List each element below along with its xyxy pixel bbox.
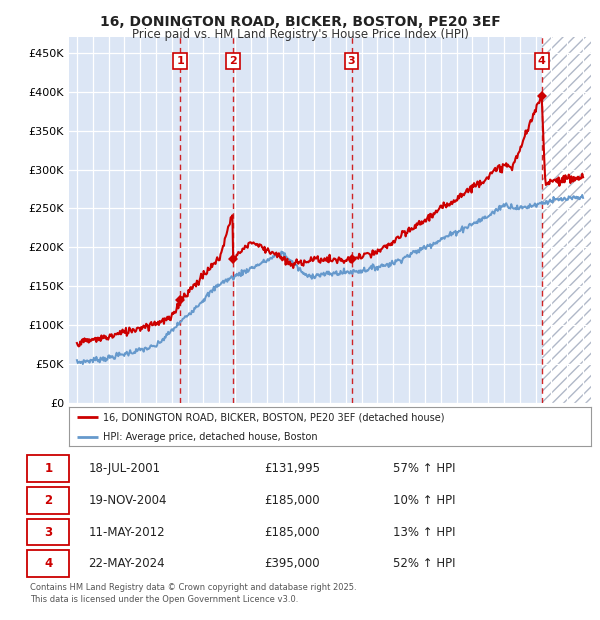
Text: 57% ↑ HPI: 57% ↑ HPI — [392, 462, 455, 475]
Text: 2: 2 — [44, 494, 52, 507]
Text: £185,000: £185,000 — [265, 526, 320, 539]
Text: 3: 3 — [44, 526, 52, 539]
Text: 3: 3 — [348, 56, 355, 66]
Text: £131,995: £131,995 — [265, 462, 320, 475]
Text: 4: 4 — [44, 557, 53, 570]
Text: 16, DONINGTON ROAD, BICKER, BOSTON, PE20 3EF (detached house): 16, DONINGTON ROAD, BICKER, BOSTON, PE20… — [103, 412, 445, 422]
Text: £395,000: £395,000 — [265, 557, 320, 570]
Bar — [542, 37, 600, 403]
FancyBboxPatch shape — [27, 551, 69, 577]
Text: 16, DONINGTON ROAD, BICKER, BOSTON, PE20 3EF: 16, DONINGTON ROAD, BICKER, BOSTON, PE20… — [100, 16, 500, 30]
Text: 22-MAY-2024: 22-MAY-2024 — [89, 557, 165, 570]
Text: 18-JUL-2001: 18-JUL-2001 — [89, 462, 161, 475]
Text: 11-MAY-2012: 11-MAY-2012 — [89, 526, 165, 539]
Text: Price paid vs. HM Land Registry's House Price Index (HPI): Price paid vs. HM Land Registry's House … — [131, 28, 469, 41]
Text: 1: 1 — [44, 462, 52, 475]
FancyBboxPatch shape — [27, 519, 69, 546]
Text: 4: 4 — [538, 56, 545, 66]
Text: 10% ↑ HPI: 10% ↑ HPI — [392, 494, 455, 507]
Text: 1: 1 — [176, 56, 184, 66]
FancyBboxPatch shape — [27, 487, 69, 513]
Text: 2: 2 — [229, 56, 237, 66]
Text: 52% ↑ HPI: 52% ↑ HPI — [392, 557, 455, 570]
Text: 13% ↑ HPI: 13% ↑ HPI — [392, 526, 455, 539]
Bar — [181, 37, 542, 403]
Text: 19-NOV-2004: 19-NOV-2004 — [89, 494, 167, 507]
Text: Contains HM Land Registry data © Crown copyright and database right 2025.
This d: Contains HM Land Registry data © Crown c… — [30, 583, 356, 604]
Text: £185,000: £185,000 — [265, 494, 320, 507]
FancyBboxPatch shape — [27, 455, 69, 482]
Text: HPI: Average price, detached house, Boston: HPI: Average price, detached house, Bost… — [103, 432, 317, 441]
